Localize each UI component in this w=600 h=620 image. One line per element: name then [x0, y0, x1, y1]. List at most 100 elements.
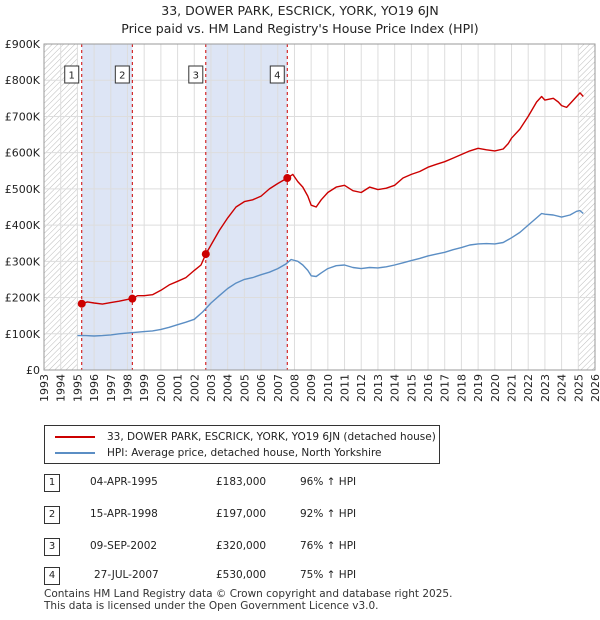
x-tick-label: 2020 — [489, 374, 502, 402]
x-tick-label: 2009 — [305, 374, 318, 402]
property-price-line — [81, 92, 584, 305]
y-tick-label: £800K — [5, 74, 41, 87]
row-badge: 3 — [44, 538, 60, 556]
series-lines — [77, 92, 584, 337]
x-tick-label: 2010 — [322, 374, 335, 402]
x-tick-label: 2015 — [405, 374, 418, 402]
x-tick-label: 1995 — [71, 374, 84, 402]
row-price: £320,000 — [216, 540, 267, 552]
sale-point-4 — [283, 174, 292, 183]
sale-badge-label-3: 3 — [193, 71, 199, 82]
hatched-period — [578, 44, 595, 370]
footer-line1: Contains HM Land Registry data © Crown c… — [44, 588, 453, 600]
x-tick-label: 2002 — [188, 374, 201, 402]
x-tick-label: 2014 — [389, 374, 402, 402]
x-tick-label: 1994 — [55, 374, 68, 402]
row-price: £183,000 — [216, 476, 267, 488]
x-tick-label: 2011 — [339, 374, 352, 402]
legend-swatch-hpi — [55, 452, 95, 454]
plot-background — [44, 44, 595, 370]
row-date: 09-SEP-2002 — [90, 540, 158, 552]
x-tick-label: 2026 — [589, 374, 600, 402]
x-tick-label: 2019 — [472, 374, 485, 402]
row-hpi: 75% ↑ HPI — [300, 569, 357, 581]
shaded-period — [205, 44, 288, 370]
sale-point-3 — [201, 250, 210, 259]
chart-title-line1: 33, DOWER PARK, ESCRICK, YORK, YO19 6JN — [161, 3, 439, 18]
x-tick-label: 2022 — [522, 374, 535, 402]
price-chart: 1 2 3 4 £0 £100K £200K £300K £400K £500K £600K £70… — [5, 38, 600, 402]
legend-item-hpi: HPI: Average price, detached house, Nort… — [55, 445, 382, 461]
sale-badge-label-4: 4 — [274, 71, 280, 82]
sale-badge-2 — [114, 65, 130, 84]
sale-point-2 — [128, 294, 137, 303]
x-tick-label: 2023 — [539, 374, 552, 402]
chart-title: 33, DOWER PARK, ESCRICK, YORK, YO19 6JN … — [0, 2, 600, 38]
x-tick-label: 1998 — [121, 374, 134, 402]
legend-swatch-property — [55, 436, 95, 438]
shaded-period — [81, 44, 133, 370]
row-price: £530,000 — [216, 569, 267, 581]
row-date: 04-APR-1995 — [90, 476, 158, 488]
x-tick-label: 2008 — [288, 374, 301, 402]
legend: 33, DOWER PARK, ESCRICK, YORK, YO19 6JN … — [44, 425, 440, 464]
row-badge: 4 — [44, 567, 60, 585]
row-hpi: 92% ↑ HPI — [300, 508, 357, 520]
footer-line2: This data is licensed under the Open Gov… — [44, 600, 379, 612]
y-tick-label: £0 — [26, 364, 40, 377]
y-tick-label: £700K — [5, 110, 41, 123]
x-tick-label: 2021 — [506, 374, 519, 402]
y-tick-label: £400K — [5, 219, 41, 232]
x-tick-label: 1996 — [88, 374, 101, 402]
sale-badge-4 — [269, 65, 285, 84]
sale-badge-label-2: 2 — [119, 71, 125, 82]
y-tick-label: £600K — [5, 147, 41, 160]
x-tick-label: 2006 — [255, 374, 268, 402]
row-date: 27-JUL-2007 — [94, 569, 159, 581]
y-tick-label: £200K — [5, 292, 41, 305]
x-tick-label: 2025 — [572, 374, 585, 402]
row-price: £197,000 — [216, 508, 267, 520]
tick-labels: £0 £100K £200K £300K £400K £500K £600K £700K £80… — [5, 38, 600, 402]
legend-label-property: 33, DOWER PARK, ESCRICK, YORK, YO19 6JN … — [107, 431, 436, 443]
x-tick-label: 2001 — [172, 374, 185, 402]
sale-badge-3 — [188, 65, 204, 84]
row-date: 15-APR-1998 — [90, 508, 158, 520]
x-tick-label: 2012 — [355, 374, 368, 402]
y-tick-label: £500K — [5, 183, 41, 196]
legend-item-property: 33, DOWER PARK, ESCRICK, YORK, YO19 6JN … — [55, 429, 436, 445]
sale-points — [77, 174, 292, 308]
hpi-line — [77, 209, 584, 337]
x-tick-label: 2017 — [439, 374, 452, 402]
row-hpi: 96% ↑ HPI — [300, 476, 357, 488]
shaded-periods — [44, 44, 595, 370]
x-tick-label: 1997 — [105, 374, 118, 402]
sale-markers-lines — [81, 44, 288, 370]
row-badge: 1 — [44, 474, 60, 492]
plot-frame — [43, 43, 596, 371]
legend-label-hpi: HPI: Average price, detached house, Nort… — [107, 447, 382, 459]
x-tick-label: 1993 — [38, 374, 51, 402]
sale-badge-label-1: 1 — [69, 71, 75, 82]
x-tick-label: 2000 — [155, 374, 168, 402]
chart-subtitle: Price paid vs. HM Land Registry's House … — [121, 21, 479, 36]
x-tick-label: 2005 — [238, 374, 251, 402]
row-hpi: 76% ↑ HPI — [300, 540, 357, 552]
x-tick-label: 2018 — [455, 374, 468, 402]
x-tick-label: 2004 — [222, 374, 235, 402]
y-tick-label: £300K — [5, 255, 41, 268]
x-tick-label: 2003 — [205, 374, 218, 402]
footer: Contains HM Land Registry data © Crown c… — [44, 588, 452, 612]
x-tick-label: 2024 — [556, 374, 569, 402]
x-tick-label: 2016 — [422, 374, 435, 402]
sale-badge-1 — [64, 65, 80, 84]
y-tick-label: £100K — [5, 328, 41, 341]
y-tick-label: £900K — [5, 38, 41, 51]
x-tick-label: 1999 — [138, 374, 151, 402]
x-tick-label: 2013 — [372, 374, 385, 402]
sale-badges: 1 2 3 4 — [64, 65, 285, 84]
sale-point-1 — [77, 299, 86, 308]
row-badge: 2 — [44, 506, 60, 524]
axes — [43, 43, 596, 371]
x-tick-label: 2007 — [272, 374, 285, 402]
